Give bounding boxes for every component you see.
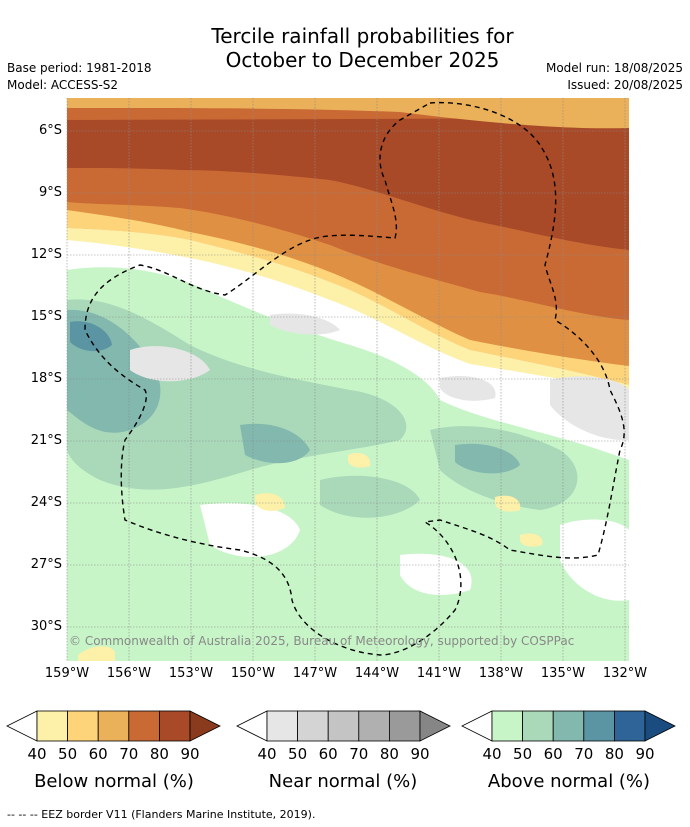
- lat-label: 18°S: [30, 371, 62, 386]
- lat-label: 27°S: [30, 557, 62, 572]
- legend-tick: 60: [543, 745, 563, 763]
- lon-label: 147°W: [292, 666, 338, 681]
- legend-tick: 60: [88, 745, 108, 763]
- lon-label: 159°W: [44, 666, 90, 681]
- legend-tick: 50: [288, 745, 308, 763]
- below-normal-patch-south-1: [255, 493, 285, 511]
- below-normal-band-40: [67, 228, 629, 392]
- lon-label: 156°W: [106, 666, 152, 681]
- meta-left: Base period: 1981-2018 Model: ACCESS-S2: [7, 60, 152, 94]
- title-line-2: October to December 2025: [225, 48, 500, 72]
- base-period: Base period: 1981-2018: [7, 61, 152, 75]
- lat-label: 24°S: [30, 495, 62, 510]
- chart-title: Tercile rainfall probabilities for Octob…: [0, 24, 690, 72]
- lon-label: 153°W: [168, 666, 214, 681]
- legend-near-normal: [236, 710, 451, 742]
- legend-tick: 80: [149, 745, 169, 763]
- lat-label: 6°S: [38, 123, 62, 138]
- lon-label: 138°W: [478, 666, 524, 681]
- legend-tick: 70: [349, 745, 369, 763]
- model-name: Model: ACCESS-S2: [7, 78, 119, 92]
- below-normal-band-50: [67, 210, 629, 385]
- legend-tick: 40: [27, 745, 47, 763]
- lat-label: 15°S: [30, 309, 62, 324]
- legend-tick: 90: [180, 745, 200, 763]
- legend-tick: 90: [410, 745, 430, 763]
- copyright-notice: © Commonwealth of Australia 2025, Bureau…: [69, 634, 575, 648]
- legend-tick: 70: [574, 745, 594, 763]
- lat-label: 30°S: [30, 619, 62, 634]
- above-normal-area-50-south: [320, 475, 420, 518]
- map-grid: [66, 98, 629, 661]
- below-normal-band-80: [67, 118, 629, 250]
- above-normal-area-70: [70, 321, 112, 352]
- legend-tick: 50: [58, 745, 78, 763]
- legend-tick: 90: [635, 745, 655, 763]
- below-normal-patch-corner: [78, 646, 115, 661]
- lat-label: 21°S: [30, 433, 62, 448]
- legend-tick: 60: [318, 745, 338, 763]
- legend-below-normal: [6, 710, 221, 742]
- legend-above-normal: [461, 710, 676, 742]
- legend-title-below: Below normal (%): [34, 771, 194, 792]
- lon-label: 132°W: [602, 666, 648, 681]
- near-normal-patch-2: [550, 376, 629, 441]
- white-patch-south: [200, 503, 300, 557]
- eez-borders: [84, 101, 625, 656]
- near-normal-patch-1: [130, 346, 210, 382]
- below-normal-top-strip: [67, 98, 629, 129]
- model-run: Model run: 18/08/2025: [545, 61, 683, 75]
- issued-date: Issued: 20/08/2025: [567, 78, 683, 92]
- meta-right: Model run: 18/08/2025 Issued: 20/08/2025: [546, 60, 683, 94]
- lat-label: 12°S: [30, 247, 62, 262]
- legend-tick: 80: [604, 745, 624, 763]
- white-patch-east: [560, 519, 629, 601]
- lon-label: 141°W: [416, 666, 462, 681]
- lat-label: 9°S: [38, 185, 62, 200]
- white-patch-south-central: [400, 553, 472, 595]
- lon-label: 150°W: [230, 666, 276, 681]
- lon-label: 144°W: [354, 666, 400, 681]
- legend-tick: 40: [482, 745, 502, 763]
- legend-title-near: Near normal (%): [268, 771, 418, 792]
- above-normal-area-60-b: [240, 423, 310, 464]
- legend-tick: 40: [257, 745, 277, 763]
- below-normal-patch-south-4: [520, 533, 543, 547]
- near-normal-patch-4: [270, 313, 340, 335]
- legend-tick: 80: [379, 745, 399, 763]
- below-normal-patch-south-3: [495, 495, 521, 512]
- eez-footnote: -- -- -- EEZ border V11 (Flanders Marine…: [7, 808, 316, 821]
- title-line-1: Tercile rainfall probabilities for: [211, 24, 514, 48]
- below-normal-patch-south-2: [348, 453, 371, 468]
- legend-tick: 70: [119, 745, 139, 763]
- lon-label: 135°W: [540, 666, 586, 681]
- legend-tick: 50: [513, 745, 533, 763]
- above-normal-area-60-c: [455, 443, 520, 474]
- near-normal-patch-3: [440, 376, 496, 401]
- legend-title-above: Above normal (%): [487, 771, 651, 792]
